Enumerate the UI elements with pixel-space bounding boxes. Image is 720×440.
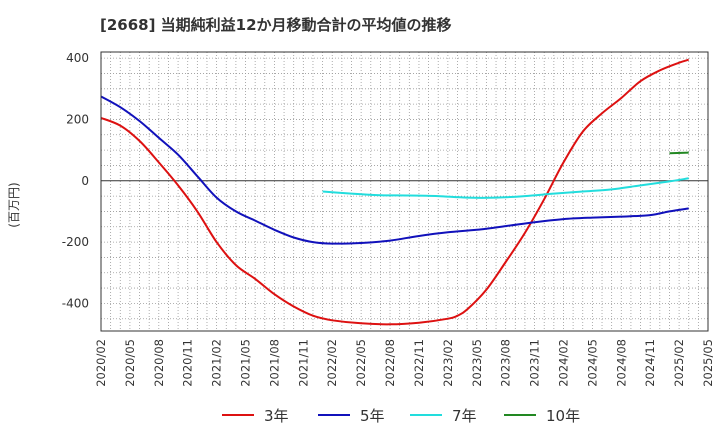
chart-title: [2668] 当期純利益12か月移動合計の平均値の推移 [100,16,452,34]
x-tick-label: 2021/05 [239,339,253,387]
y-tick-label: 400 [66,51,89,65]
x-tick-label: 2020/02 [94,339,108,387]
y-axis-label: (百万円) [7,182,21,227]
y-tick-label: 0 [81,174,89,188]
plot-frame [100,51,709,332]
x-tick-label: 2021/02 [210,339,224,387]
legend-label: 10年 [546,406,581,425]
x-tick-label: 2022/05 [354,339,368,387]
y-tick-label: 200 [66,112,89,126]
legend-label: 3年 [264,406,289,425]
legend-swatch [222,414,254,416]
legend-item: 3年 [222,402,289,428]
legend-swatch [504,414,536,416]
x-tick-label: 2023/02 [441,339,455,387]
series-line-3年 [100,58,689,326]
y-tick-label: -200 [62,235,89,249]
legend-item: 10年 [504,402,580,428]
grid-layer [100,52,709,331]
series-line-5年 [100,95,689,245]
x-tick-label: 2023/11 [528,339,542,387]
legend-swatch [410,414,442,416]
x-tick-label: 2023/08 [499,339,513,387]
x-tick-label: 2024/08 [614,339,628,387]
legend-swatch [318,414,350,416]
x-tick-label: 2020/05 [123,339,137,387]
legend-item: 5年 [318,402,385,428]
legend-label: 7年 [452,406,477,425]
x-tick-label: 2022/11 [412,339,426,387]
x-tick-label: 2024/02 [556,339,570,387]
x-tick-label: 2025/05 [701,339,715,387]
x-tick-label: 2021/11 [296,339,310,387]
x-tick-label: 2022/02 [325,339,339,387]
series-layer [100,58,689,326]
x-tick-label: 2021/08 [267,339,281,387]
legend: 3年 5年 7年 10年 [0,402,720,428]
legend-item: 7年 [410,402,477,428]
x-tick-label: 2020/08 [152,339,166,387]
x-tick-label: 2020/11 [181,339,195,387]
x-tick-label: 2025/02 [672,339,686,387]
series-line-10年 [669,151,689,155]
y-tick-label: -400 [62,296,89,310]
x-tick-label: 2022/08 [383,339,397,387]
x-tick-label: 2024/05 [585,339,599,387]
y-tick-labels: 400 200 0 -200 -400 [62,51,89,310]
x-tick-label: 2024/11 [643,339,657,387]
x-tick-label: 2023/05 [470,339,484,387]
x-tick-labels: 2020/02 2020/05 2020/08 2020/11 2021/02 2021/… [94,339,715,387]
legend-label: 5年 [360,406,385,425]
series-line-7年 [322,177,689,199]
